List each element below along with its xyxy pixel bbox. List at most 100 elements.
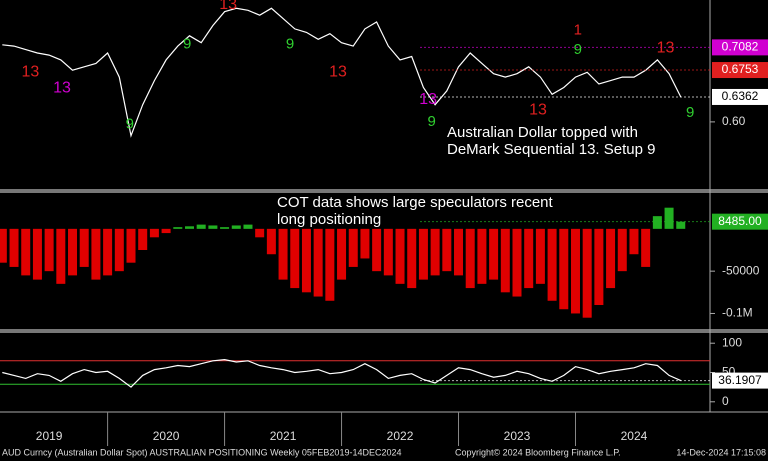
x-tick-label: 2023	[504, 429, 531, 443]
level-box	[712, 372, 768, 389]
demark-count: 9	[126, 116, 134, 133]
panel-divider	[0, 329, 768, 333]
bar	[465, 228, 475, 289]
bar	[278, 228, 288, 280]
bar	[442, 228, 452, 272]
bar	[524, 228, 534, 289]
bar	[208, 225, 218, 229]
bar	[617, 228, 627, 272]
footer-band	[0, 446, 768, 461]
annotation: long positioning	[277, 211, 381, 228]
level-label: 0.6362	[722, 89, 759, 103]
bar	[114, 228, 124, 272]
bar	[161, 228, 171, 234]
footer-center: Copyright© 2024 Bloomberg Finance L.P.	[455, 447, 621, 457]
bar	[430, 228, 440, 276]
y-tick-label: -50000	[722, 263, 760, 277]
bar	[477, 228, 487, 284]
level-box	[712, 88, 768, 105]
bar	[103, 228, 113, 276]
bar	[313, 228, 323, 297]
bar	[664, 207, 674, 229]
bar	[348, 228, 358, 267]
level-box	[712, 213, 768, 230]
demark-count: 13	[53, 79, 71, 96]
bar	[220, 227, 230, 229]
panel-divider	[0, 189, 768, 193]
bar	[535, 228, 545, 284]
bar	[372, 228, 382, 272]
annotation: DeMark Sequential 13. Setup 9	[447, 141, 655, 158]
bar	[290, 228, 300, 289]
bar	[500, 228, 510, 293]
demark-count: 13	[529, 101, 547, 118]
bar	[512, 228, 522, 297]
bar	[606, 228, 616, 289]
bar	[570, 228, 580, 314]
series-line	[2, 358, 682, 388]
x-tick-label: 2022	[387, 429, 414, 443]
bar	[676, 221, 686, 229]
level-box	[712, 62, 768, 79]
bar	[641, 228, 651, 267]
annotation: Australian Dollar topped with	[447, 124, 638, 141]
x-tick-label: 2019	[36, 429, 63, 443]
bar	[138, 228, 148, 250]
panel: 13 13 9 9 13 9 13 13 9 13 9 1 13 9	[2, 0, 710, 138]
bar	[629, 228, 639, 255]
y-tick-label: 0.60	[722, 114, 746, 128]
bar	[196, 224, 206, 229]
level-label: 36.1907	[718, 373, 762, 387]
bar	[126, 228, 136, 263]
bar	[32, 228, 42, 280]
bar	[652, 216, 662, 229]
level-label: 0.6753	[722, 62, 759, 76]
bar	[44, 228, 54, 272]
bar	[0, 228, 7, 263]
bar	[79, 228, 89, 267]
y-tick-label: 0	[722, 394, 729, 408]
bar	[149, 228, 159, 238]
demark-count: 9	[574, 41, 582, 58]
bar	[383, 228, 393, 276]
x-tick-label: 2020	[153, 429, 180, 443]
bar	[68, 228, 78, 276]
y-tick-label: 100	[722, 335, 742, 349]
level-label: 0.7082	[722, 40, 759, 54]
bar	[184, 226, 194, 229]
bar	[91, 228, 101, 280]
demark-count: 9	[686, 104, 694, 121]
demark-count: 13	[419, 91, 437, 108]
annotation: COT data shows large speculators recent	[277, 194, 554, 211]
bar	[407, 228, 417, 289]
bar	[56, 228, 66, 284]
demark-count: 9	[286, 36, 294, 53]
x-tick-label: 2021	[270, 429, 297, 443]
demark-count: 13	[329, 64, 347, 81]
level-label: 8485.00	[718, 214, 762, 228]
bar	[301, 228, 311, 293]
level-box	[712, 39, 768, 56]
bar	[255, 228, 265, 238]
bar	[231, 225, 241, 229]
demark-count: 13	[657, 39, 675, 56]
bar	[243, 224, 253, 229]
footer-left: AUD Curncy (Australian Dollar Spot) AUST…	[2, 447, 401, 457]
x-tick-label: 2024	[621, 429, 648, 443]
y-tick-label: -0.1M	[722, 306, 753, 320]
bar	[594, 228, 604, 305]
footer-right: 14-Dec-2024 17:15:08	[676, 447, 766, 457]
demark-count: 1	[574, 21, 582, 38]
demark-count: 9	[183, 36, 191, 53]
panel	[0, 207, 710, 318]
bar	[489, 228, 499, 280]
bar	[582, 228, 592, 318]
bar	[395, 228, 405, 284]
demark-count: 13	[22, 64, 40, 81]
bar	[337, 228, 347, 280]
bar	[547, 228, 557, 301]
bar	[173, 227, 183, 229]
bar	[559, 228, 569, 310]
